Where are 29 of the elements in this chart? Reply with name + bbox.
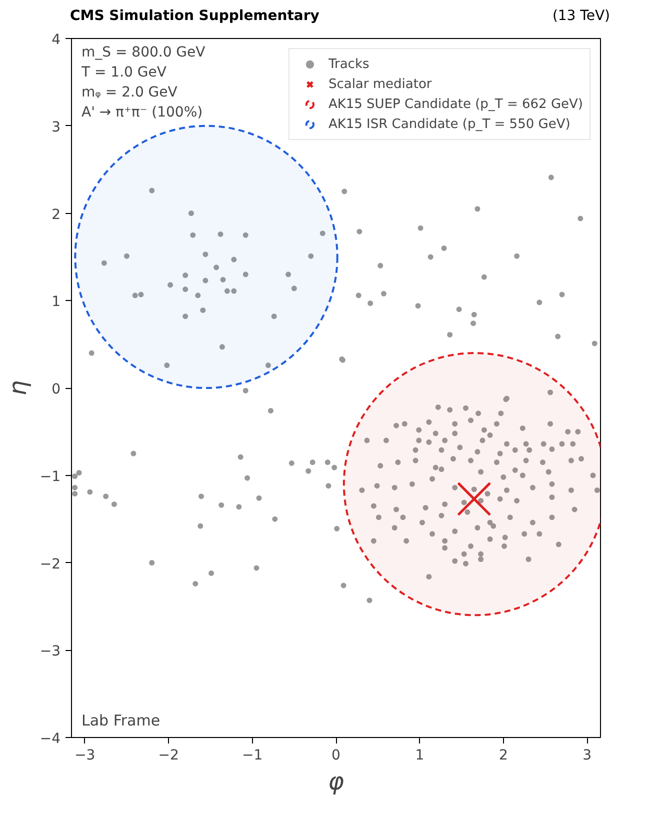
legend-label: AK15 SUEP Candidate (p_T = 662 GeV) <box>328 96 583 112</box>
x-tick-label: 1 <box>415 748 424 764</box>
annotation: Lab Frame <box>82 712 160 730</box>
annotation: m_S = 800.0 GeV <box>82 44 206 60</box>
x-tick-label: 3 <box>582 748 592 764</box>
legend-label: AK15 ISR Candidate (p_T = 550 GeV) <box>328 116 570 132</box>
legend-label: Scalar mediator <box>328 76 432 92</box>
annotation: A' → π⁺π⁻ (100%) <box>82 104 203 120</box>
annotation: mᵩ = 2.0 GeV <box>82 84 178 100</box>
y-tick-label: −1 <box>40 468 61 485</box>
x-tick-label: 0 <box>332 748 340 764</box>
chart-subtitle: (13 TeV) <box>552 7 610 26</box>
legend-label: Tracks <box>328 56 370 72</box>
x-tick-label: −2 <box>158 748 179 764</box>
y-axis-title: η <box>4 380 32 396</box>
y-tick-label: 4 <box>52 32 61 48</box>
x-tick-label: −1 <box>242 748 263 764</box>
y-tick-label: −3 <box>40 644 61 660</box>
y-tick-label: −2 <box>40 556 61 572</box>
chart-title: CMS Simulation Supplementary <box>70 7 320 26</box>
y-tick-label: 0 <box>52 382 61 398</box>
y-tick-label: −4 <box>40 731 61 747</box>
y-tick-label: 1 <box>52 294 61 310</box>
y-tick-label: 3 <box>52 119 61 136</box>
annotation: T = 1.0 GeV <box>80 64 167 80</box>
y-tick-label: 2 <box>52 206 61 223</box>
x-tick-label: 2 <box>498 748 508 764</box>
x-tick-label: −3 <box>74 748 96 764</box>
x-axis-title: φ <box>328 768 344 796</box>
